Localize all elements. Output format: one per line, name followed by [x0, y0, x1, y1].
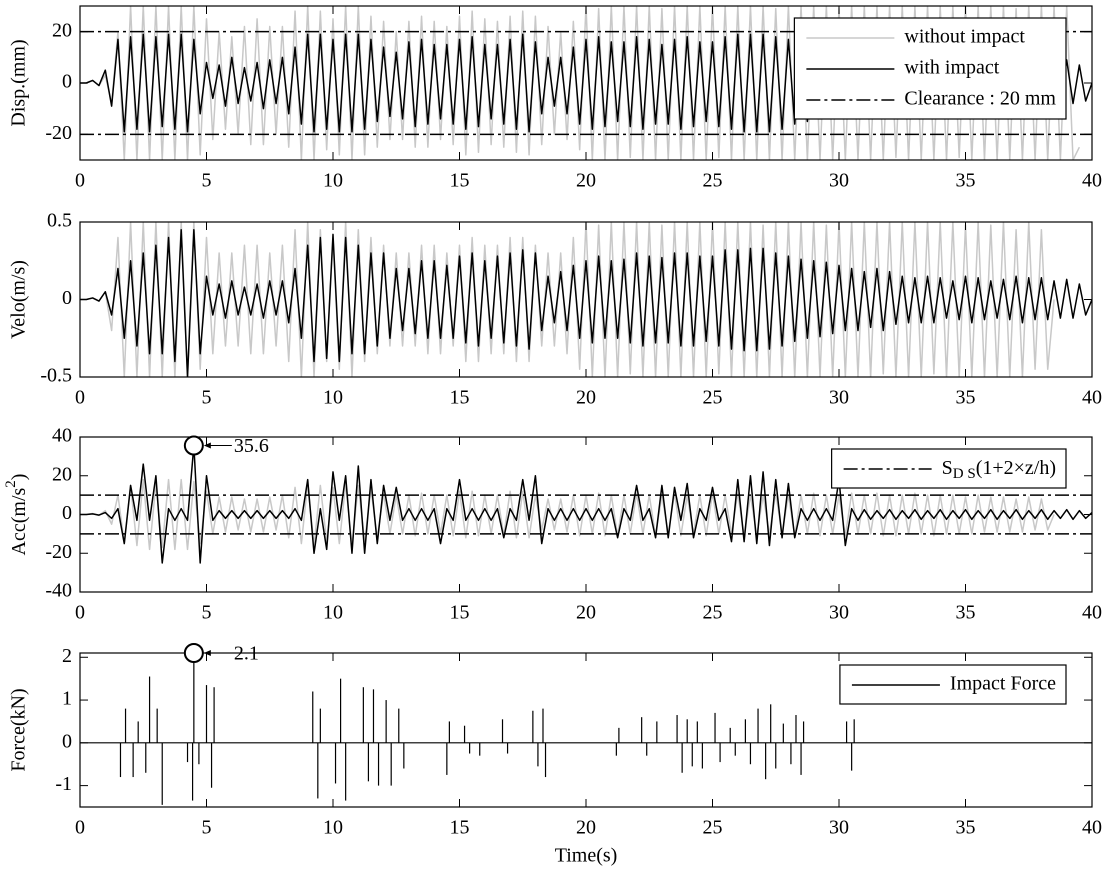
x-tick-label: 40 [1082, 817, 1102, 839]
x-tick-label: 40 [1082, 602, 1102, 624]
x-tick-label: 10 [323, 602, 343, 624]
y-axis-label: Acc(m/s2) [3, 474, 29, 556]
series-line [80, 444, 1092, 564]
legend-label: SD S(1+2×z/h) [942, 457, 1056, 483]
x-tick-label: 30 [829, 387, 849, 409]
x-tick-label: 15 [450, 602, 470, 624]
series-line [80, 222, 1055, 377]
y-tick-label: 0.5 [47, 210, 72, 232]
text-part: ) [8, 474, 30, 481]
text-part: 2 [3, 480, 19, 488]
x-tick-label: 15 [450, 817, 470, 839]
x-tick-label: 0 [75, 602, 85, 624]
y-tick-label: -20 [45, 541, 72, 563]
legend-label: Clearance : 20 mm [904, 88, 1056, 110]
y-tick-label: 0 [62, 71, 72, 93]
y-axis-label: Force(kN) [8, 688, 30, 771]
x-axis-label: Time(s) [555, 845, 618, 867]
plot-area [80, 653, 1092, 805]
x-tick-label: 5 [202, 170, 212, 192]
x-tick-label: 25 [703, 602, 723, 624]
x-tick-label: 20 [576, 170, 596, 192]
y-axis-label: Velo(m/s) [8, 260, 30, 339]
y-tick-label: 0 [62, 287, 72, 309]
peak-label: 2.1 [234, 643, 259, 665]
legend-label: Impact Force [950, 673, 1056, 695]
y-tick-label: -40 [45, 580, 72, 602]
y-tick-label: -1 [55, 773, 72, 795]
x-tick-label: 0 [75, 817, 85, 839]
x-tick-label: 10 [323, 170, 343, 192]
annotation-arrowhead [203, 650, 211, 656]
y-tick-label: 0 [62, 502, 72, 524]
x-tick-label: 5 [202, 817, 212, 839]
x-tick-label: 0 [75, 387, 85, 409]
x-tick-label: 0 [75, 170, 85, 192]
legend-label: without impact [904, 26, 1025, 48]
legend: without impact with impact Clearance : 20 … [793, 17, 1067, 120]
text-part: D S [953, 466, 976, 482]
text-part: (1+2×z/h) [976, 457, 1056, 479]
y-tick-label: -0.5 [40, 365, 72, 387]
y-tick-label: 1 [62, 688, 72, 710]
plot-area [80, 444, 1092, 564]
x-tick-label: 35 [956, 170, 976, 192]
axes-box [79, 221, 1093, 378]
x-tick-label: 30 [829, 602, 849, 624]
x-tick-label: 15 [450, 387, 470, 409]
plot-area [80, 222, 1092, 377]
peak-marker [183, 643, 204, 663]
y-tick-label: 40 [52, 425, 72, 447]
x-tick-label: 30 [829, 817, 849, 839]
series-line [80, 478, 1055, 551]
x-tick-label: 40 [1082, 170, 1102, 192]
peak-label: 35.6 [234, 435, 269, 457]
annotation-arrowhead [203, 442, 211, 449]
x-tick-label: 25 [703, 817, 723, 839]
text-part: S [942, 457, 953, 479]
x-tick-label: 20 [576, 602, 596, 624]
y-tick-label: -20 [45, 122, 72, 144]
x-tick-label: 25 [703, 387, 723, 409]
x-tick-label: 15 [450, 170, 470, 192]
x-tick-label: 35 [956, 817, 976, 839]
x-tick-label: 20 [576, 817, 596, 839]
y-tick-label: 2 [62, 645, 72, 667]
x-tick-label: 10 [323, 387, 343, 409]
x-tick-label: 20 [576, 387, 596, 409]
y-tick-label: 20 [52, 19, 72, 41]
x-tick-label: 35 [956, 602, 976, 624]
y-tick-label: 20 [52, 463, 72, 485]
x-tick-label: 5 [202, 387, 212, 409]
x-tick-label: 5 [202, 602, 212, 624]
peak-marker [183, 435, 204, 456]
legend: Impact Force [839, 664, 1067, 705]
x-tick-label: 30 [829, 170, 849, 192]
y-tick-label: 0 [62, 730, 72, 752]
y-axis-label: Disp.(mm) [8, 39, 30, 126]
x-tick-label: 40 [1082, 387, 1102, 409]
x-tick-label: 10 [323, 817, 343, 839]
text-part: Acc(m/s [8, 487, 30, 555]
x-tick-label: 25 [703, 170, 723, 192]
series-line [80, 229, 1092, 377]
legend-label: with impact [904, 57, 999, 79]
x-tick-label: 35 [956, 387, 976, 409]
legend: SD S(1+2×z/h) [831, 448, 1067, 489]
